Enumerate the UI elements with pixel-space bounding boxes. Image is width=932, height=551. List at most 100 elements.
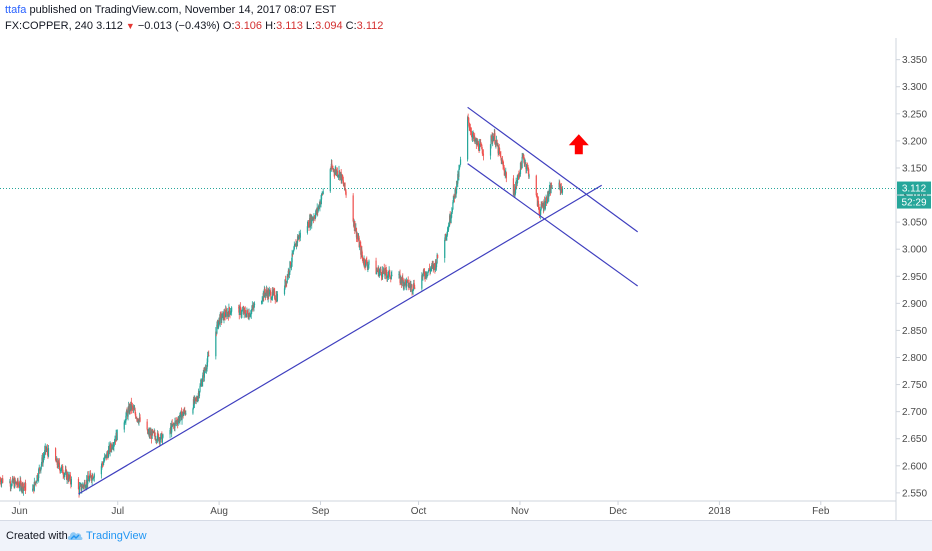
trendline-support[interactable]	[78, 184, 602, 495]
candle-body	[429, 269, 432, 272]
candle-body	[104, 455, 106, 457]
candle-body	[312, 218, 314, 220]
candle-body	[362, 257, 364, 263]
candle-body	[386, 276, 389, 278]
candle-body	[539, 214, 541, 216]
author-link[interactable]: ttafa	[5, 4, 27, 16]
candle-body	[162, 434, 164, 438]
candle-body	[317, 207, 319, 211]
candle-body	[17, 479, 19, 485]
candle-body	[435, 262, 438, 268]
candle-body	[90, 475, 92, 480]
candle-body	[359, 244, 361, 246]
candle-body	[264, 289, 266, 293]
chart-header: ttafa published on TradingView.com, Nove…	[0, 0, 932, 38]
candle-body	[356, 235, 359, 238]
candle-body	[283, 288, 286, 295]
candle-body	[271, 290, 274, 298]
candle-body	[481, 149, 483, 154]
candle-body	[185, 413, 187, 415]
candle-body	[131, 405, 133, 409]
candle-body	[35, 481, 38, 483]
candle-body	[455, 189, 457, 195]
trendline-channel-upper[interactable]	[467, 106, 639, 233]
candle-body	[45, 446, 47, 451]
candle-body	[104, 456, 106, 461]
drawing-tools	[78, 106, 639, 495]
candle-body	[474, 136, 476, 142]
candle-body	[378, 271, 380, 277]
candle-body	[385, 269, 387, 270]
candle-body	[306, 226, 308, 233]
tradingview-link[interactable]: TradingView	[86, 530, 147, 542]
candle-body	[336, 170, 338, 176]
candle-body	[243, 308, 245, 314]
candle-body	[276, 294, 279, 302]
candle-body	[244, 308, 246, 311]
candle-body	[83, 483, 85, 487]
candle-body	[1, 480, 3, 484]
candle-body	[523, 155, 525, 160]
candle-body	[215, 331, 217, 357]
candle-body	[559, 182, 561, 185]
candle-body	[452, 195, 455, 203]
trendline-channel-lower[interactable]	[467, 163, 639, 287]
candle-body	[468, 117, 470, 123]
candle-body	[171, 423, 173, 433]
x-tick-label: Aug	[210, 506, 228, 517]
candle-body	[44, 450, 46, 456]
candle-body	[230, 311, 232, 313]
candle-body	[468, 122, 470, 128]
candle-body	[289, 261, 292, 268]
candle-body	[288, 272, 291, 274]
x-tick-label: Jun	[12, 506, 28, 517]
candle-body	[251, 308, 253, 311]
candle-body	[551, 187, 553, 189]
candle-body	[451, 211, 453, 214]
candle-body	[482, 153, 485, 156]
candle-body	[46, 448, 49, 453]
candle-body	[220, 314, 222, 321]
candle-body	[425, 272, 427, 277]
candle-body	[217, 321, 220, 328]
candle-body	[428, 268, 431, 270]
open-value: 3.106	[234, 20, 263, 32]
candle-body	[414, 287, 416, 289]
candle-body	[135, 413, 137, 418]
candle-body	[546, 202, 548, 204]
candle-body	[69, 474, 71, 482]
symbol-label: FX:COPPER, 240	[5, 20, 94, 32]
candle-body	[456, 180, 458, 190]
footer-bar: Created with TradingView	[0, 520, 932, 551]
candle-body	[153, 431, 155, 433]
candle-body	[386, 274, 388, 278]
open-label: O:	[222, 20, 235, 32]
candle-body	[64, 470, 67, 474]
candle-body	[355, 227, 358, 238]
candle-body	[354, 221, 356, 231]
last-price-tag-text: 3.112	[902, 184, 927, 195]
candle-body	[558, 182, 560, 188]
candle-body	[19, 480, 21, 487]
candle-body	[331, 163, 333, 169]
candle-body	[474, 140, 476, 142]
x-tick-label: Nov	[511, 506, 529, 517]
candle-body	[493, 136, 495, 141]
candle-body	[84, 487, 87, 489]
candle-body	[426, 275, 428, 276]
price-chart[interactable]: 3.3503.3003.2503.2003.1503.1003.0503.000…	[0, 38, 932, 520]
candle-body	[85, 486, 87, 488]
candle-body	[431, 265, 433, 269]
candle-body	[157, 432, 159, 435]
candle-body	[311, 217, 313, 225]
candle-body	[536, 195, 538, 196]
candle-body	[9, 481, 11, 487]
candle-body	[345, 191, 347, 196]
candle-body	[127, 409, 129, 417]
candle-body	[179, 412, 181, 418]
candle-body	[79, 484, 81, 487]
candle-body	[504, 171, 506, 175]
candle-body	[412, 289, 414, 291]
candle-body	[480, 143, 482, 145]
candle-body	[467, 117, 469, 160]
